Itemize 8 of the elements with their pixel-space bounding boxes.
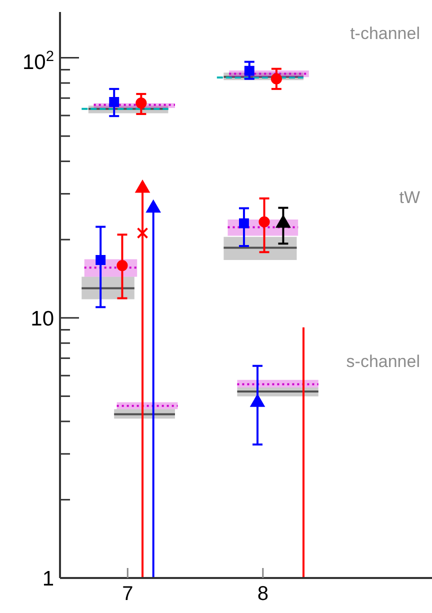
y-tick-label: 10$^{2}$: [22, 49, 54, 74]
y-tick-label: 10: [30, 307, 54, 330]
x-tick-label: 8: [257, 583, 268, 605]
annotation: t-channel: [350, 24, 420, 43]
annotation: tW: [399, 188, 420, 207]
x-tick-label: 7: [122, 583, 134, 605]
y-tick-label: 1: [42, 567, 54, 590]
annotation: s-channel: [346, 352, 420, 371]
